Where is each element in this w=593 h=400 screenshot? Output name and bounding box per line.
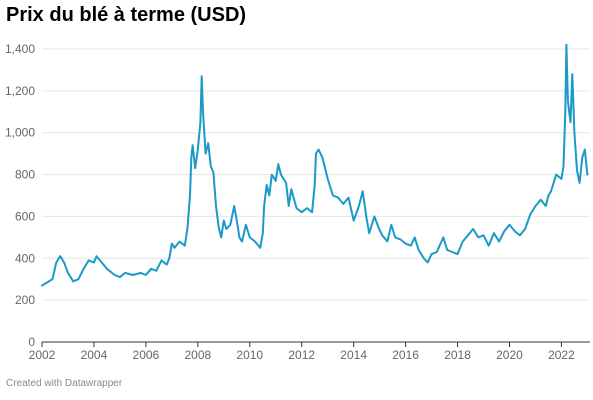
y-tick-label: 1,000 [5,126,35,140]
x-tick-label: 2006 [133,348,160,362]
x-tick-label: 2014 [340,348,367,362]
credit-text: Created with Datawrapper [6,378,123,389]
x-tick-label: 2020 [496,348,523,362]
y-tick-label: 200 [15,293,35,307]
y-tick-label: 600 [15,209,35,223]
x-tick-label: 2022 [548,348,575,362]
x-tick-label: 2010 [236,348,263,362]
x-tick-marks [41,342,562,347]
y-tick-label: 1,400 [5,42,35,56]
y-tick-label: 1,200 [5,84,35,98]
y-tick-label: 800 [15,168,35,182]
x-tick-label: 2012 [288,348,315,362]
y-tick-label: 0 [28,335,35,349]
x-tick-label: 2004 [81,348,108,362]
x-tick-labels: 2002 2004 2006 2008 2010 2012 2014 2016 2018 2020… [29,348,575,362]
series-line-wheat-price [41,43,589,287]
y-tick-label: 400 [15,251,35,265]
y-tick-labels: 0 200 400 600 800 1,000 1,200 1,400 [5,42,35,349]
x-tick-label: 2018 [444,348,471,362]
x-tick-label: 2008 [184,348,211,362]
x-tick-label: 2016 [392,348,419,362]
chart-title: Prix du blé à terme (USD) [6,4,247,26]
x-tick-label: 2002 [29,348,56,362]
